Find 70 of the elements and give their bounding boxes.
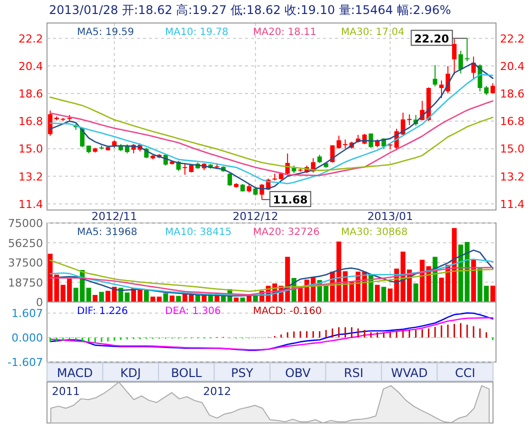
text: MA5: 19.59: [77, 27, 134, 38]
x-tick-label: 2013/01: [367, 210, 414, 223]
annotation: 22.20: [414, 32, 450, 46]
y-tick-label: 75000: [8, 217, 43, 230]
series-label: MACD: -0.160: [253, 306, 322, 317]
y-tick-label: 37500: [8, 256, 43, 270]
chart-title: 2013/01/28 开:18.62 高:19.27 低:18.62 收:19.10 量:15464 幅:2.96%: [49, 3, 452, 17]
text: CCI: [454, 366, 476, 380]
y-tick-label: 11.4: [18, 198, 43, 211]
y-tick-label: 1.607: [12, 307, 43, 320]
candlestick: [48, 110, 52, 136]
candlestick: [458, 50, 463, 74]
candlestick: [439, 80, 444, 99]
y-tick-label: 56250: [8, 236, 43, 250]
bar: [490, 286, 496, 302]
y2-tick-label: 18.6: [500, 88, 524, 101]
candlestick: [464, 38, 470, 62]
bar: [374, 284, 380, 302]
y-tick-label: 20.4: [18, 60, 43, 73]
y-tick-label: 0.000: [12, 332, 43, 345]
x-tick-label: 2012/12: [232, 210, 278, 223]
y-tick-label: 15.0: [18, 142, 43, 156]
line-series: [50, 250, 494, 297]
y2-tick-label: 11.4: [500, 198, 524, 211]
y2-tick-label: 15.0: [500, 142, 524, 156]
bar: [144, 290, 149, 302]
candlestick: [452, 38, 457, 75]
text: KDJ: [120, 366, 141, 380]
text: DEA: 1.306: [165, 306, 221, 317]
text: DIF: 1.226: [77, 306, 128, 317]
text: MA5: 31968: [77, 227, 138, 238]
text: MA20: 18.11: [253, 27, 316, 38]
y-tick-label: 18750: [8, 276, 43, 290]
bar: [92, 294, 98, 302]
candlestick: [407, 114, 412, 126]
text: MA10: 38415: [165, 227, 232, 238]
candlestick: [228, 172, 232, 186]
text: BOLL: [170, 366, 202, 380]
text: RSI: [344, 366, 364, 380]
annotation: 11.68: [272, 194, 308, 207]
y2-tick-label: 16.8: [500, 115, 524, 128]
text: MA20: 32726: [253, 227, 320, 238]
y-tick-label: 0: [36, 296, 43, 309]
y-tick-label: 18.6: [18, 88, 43, 101]
bar: [99, 292, 104, 302]
y2-tick-label: 20.4: [500, 60, 524, 73]
line-series: [50, 266, 494, 296]
text: MA10: 19.78: [165, 27, 228, 38]
y-tick-label: 16.8: [18, 115, 43, 128]
candlestick: [484, 85, 489, 96]
text: OBV: [285, 366, 312, 380]
y2-tick-label: 13.2: [500, 170, 524, 184]
text: WVAD: [390, 366, 428, 380]
bar: [170, 296, 174, 302]
text: MA30: 30868: [341, 227, 408, 238]
y-tick-label: 13.2: [18, 170, 43, 184]
text: PSY: [231, 366, 254, 380]
x-tick-label: 2012/11: [92, 210, 138, 223]
candlestick: [432, 64, 438, 87]
y-tick-label: 22.2: [18, 32, 43, 46]
y2-tick-label: 22.2: [500, 32, 524, 46]
y-tick-label: -1.607: [8, 356, 43, 369]
x-tick-label: 2012: [203, 385, 232, 398]
bar: [176, 296, 181, 302]
bar: [413, 283, 418, 302]
text: MACD: [56, 366, 93, 380]
x-tick-label: 2011: [52, 385, 80, 398]
candlestick: [343, 138, 348, 150]
text: MA30: 17.04: [341, 27, 404, 38]
candlestick: [336, 135, 342, 150]
